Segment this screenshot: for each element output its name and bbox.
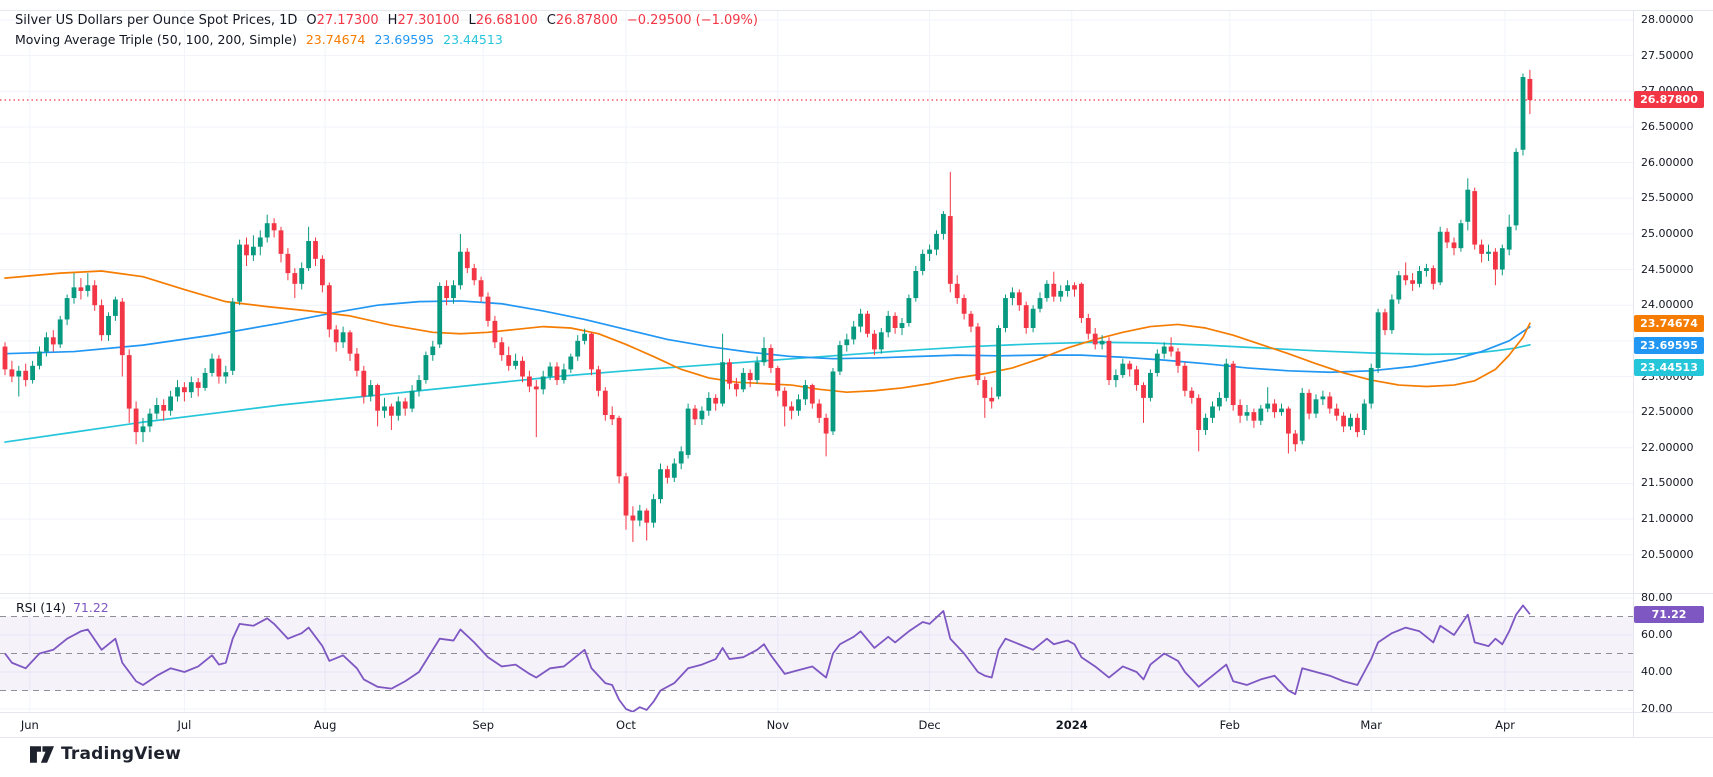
rsi-tick: 60.00 xyxy=(1641,628,1673,641)
price-tick: 25.00000 xyxy=(1641,226,1694,240)
time-label-dec: Dec xyxy=(918,718,941,732)
time-label-jun: Jun xyxy=(20,718,39,732)
time-label-2024: 2024 xyxy=(1055,718,1088,732)
ma200-value: 23.44513 xyxy=(443,32,503,47)
time-label-oct: Oct xyxy=(616,718,636,732)
price-tick: 20.50000 xyxy=(1641,547,1694,561)
chart-top-border xyxy=(0,10,1713,11)
price-axis[interactable]: 28.0000027.5000027.0000026.5000026.00000… xyxy=(1633,0,1713,737)
price-tick: 21.50000 xyxy=(1641,476,1694,490)
price-tick: 21.00000 xyxy=(1641,512,1694,526)
ma100-price-label: 23.69595 xyxy=(1634,336,1704,354)
tradingview-logo-text: TradingView xyxy=(61,744,181,764)
rsi-legend-label: RSI (14) xyxy=(16,600,66,615)
time-label-feb: Feb xyxy=(1219,718,1240,732)
tradingview-logo[interactable]: TradingView xyxy=(30,744,181,764)
price-tick: 24.00000 xyxy=(1641,298,1694,312)
ma200-line xyxy=(4,341,1531,443)
chart-canvas[interactable] xyxy=(0,0,1633,737)
ma200-price-label: 23.44513 xyxy=(1634,358,1704,376)
ma100-value: 23.69595 xyxy=(374,32,435,47)
ma50-price-label: 23.74674 xyxy=(1634,314,1704,332)
grid-lines xyxy=(0,10,1633,712)
symbol-legend[interactable]: Silver US Dollars per Ounce Spot Prices,… xyxy=(15,13,758,28)
price-tick: 22.00000 xyxy=(1641,440,1694,454)
rsi-value: 71.22 xyxy=(72,600,109,615)
price-tick: 26.00000 xyxy=(1641,155,1694,169)
rsi-tick: 20.00 xyxy=(1641,702,1673,715)
chart-bottom-border xyxy=(0,737,1713,738)
price-tick: 24.50000 xyxy=(1641,262,1694,276)
last-price-label: 26.87800 xyxy=(1634,91,1704,109)
time-label-sep: Sep xyxy=(472,718,494,732)
ma100-line xyxy=(4,300,1531,374)
candles xyxy=(2,69,1533,542)
price-tick: 22.50000 xyxy=(1641,405,1694,419)
rsi-line xyxy=(4,604,1531,713)
rsi-last-label: 71.22 xyxy=(1634,605,1704,623)
price-tick: 27.50000 xyxy=(1641,48,1694,62)
time-label-mar: Mar xyxy=(1360,718,1383,732)
price-tick: 26.50000 xyxy=(1641,119,1694,133)
rsi-band xyxy=(0,616,1633,691)
ohlc-open: O27.17300 xyxy=(306,13,379,28)
price-tick: 28.00000 xyxy=(1641,13,1694,26)
ohlc-high: H27.30100 xyxy=(387,13,460,28)
ma-legend-label: Moving Average Triple (50, 100, 200, Sim… xyxy=(15,32,297,47)
ma50-value: 23.74674 xyxy=(305,32,366,47)
time-label-jul: Jul xyxy=(177,718,192,732)
price-change: −0.29500 (−1.09%) xyxy=(626,13,758,28)
rsi-legend[interactable]: RSI (14) 71.22 xyxy=(16,600,109,615)
ma-legend[interactable]: Moving Average Triple (50, 100, 200, Sim… xyxy=(15,32,503,47)
price-axis-border xyxy=(1633,10,1634,737)
symbol-title: Silver US Dollars per Ounce Spot Prices,… xyxy=(15,13,298,28)
tradingview-logo-icon xyxy=(30,745,54,763)
time-label-nov: Nov xyxy=(766,718,790,732)
time-label-apr: Apr xyxy=(1495,718,1515,732)
rsi-tick: 80.00 xyxy=(1641,591,1673,604)
ohlc-low: L26.68100 xyxy=(468,13,538,28)
rsi-tick: 40.00 xyxy=(1641,665,1673,678)
ohlc-close: C26.87800 xyxy=(546,13,618,28)
time-label-aug: Aug xyxy=(313,718,337,732)
price-tick: 25.50000 xyxy=(1641,191,1694,205)
pane-separator[interactable] xyxy=(0,593,1713,594)
time-axis-border xyxy=(0,712,1713,713)
ma50-line xyxy=(4,270,1531,394)
